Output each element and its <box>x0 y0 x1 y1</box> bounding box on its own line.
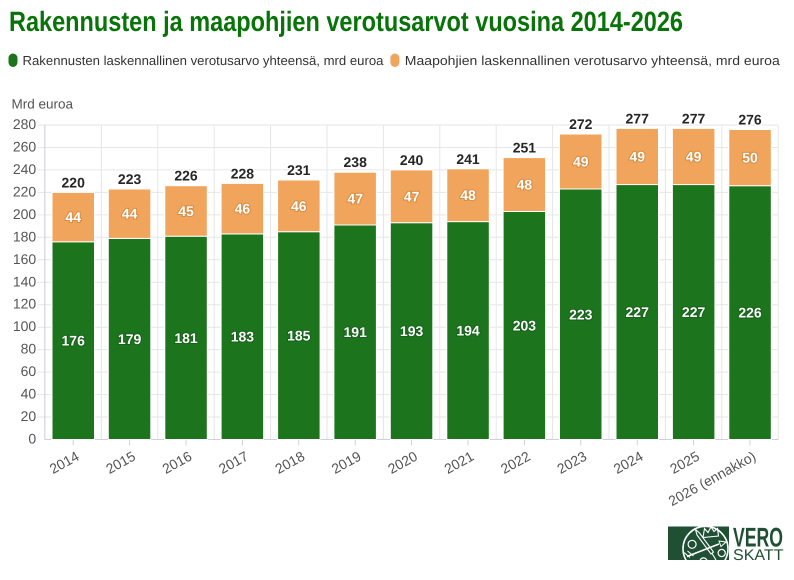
svg-text:223: 223 <box>118 171 142 187</box>
svg-text:223: 223 <box>569 306 593 322</box>
svg-text:Maapohjien laskennallinen vero: Maapohjien laskennallinen verotusarvo yh… <box>405 53 781 68</box>
svg-text:251: 251 <box>513 140 537 156</box>
svg-text:220: 220 <box>13 183 37 199</box>
svg-text:SKATT: SKATT <box>733 547 784 564</box>
svg-text:260: 260 <box>13 139 37 155</box>
svg-text:231: 231 <box>287 162 311 178</box>
svg-text:226: 226 <box>174 168 198 184</box>
svg-text:47: 47 <box>404 188 420 204</box>
svg-text:180: 180 <box>13 228 37 244</box>
svg-text:60: 60 <box>21 363 37 379</box>
svg-text:241: 241 <box>456 151 480 167</box>
svg-text:49: 49 <box>573 154 589 170</box>
svg-text:240: 240 <box>400 152 424 168</box>
svg-text:194: 194 <box>456 323 480 339</box>
svg-text:240: 240 <box>13 161 37 177</box>
svg-text:276: 276 <box>738 112 762 128</box>
svg-text:100: 100 <box>13 318 37 334</box>
svg-text:48: 48 <box>460 187 476 203</box>
svg-text:277: 277 <box>626 110 650 126</box>
svg-text:Rakennusten laskennallinen ver: Rakennusten laskennallinen verotusarvo y… <box>23 53 385 68</box>
svg-text:220: 220 <box>62 174 86 190</box>
svg-text:176: 176 <box>62 333 86 349</box>
svg-text:183: 183 <box>231 329 255 345</box>
svg-text:238: 238 <box>344 154 368 170</box>
svg-text:185: 185 <box>287 328 311 344</box>
svg-text:228: 228 <box>231 165 255 181</box>
svg-text:45: 45 <box>178 203 194 219</box>
svg-text:47: 47 <box>347 191 363 207</box>
svg-text:227: 227 <box>626 304 650 320</box>
svg-text:0: 0 <box>28 431 36 447</box>
svg-text:20: 20 <box>21 408 37 424</box>
svg-text:44: 44 <box>122 206 138 222</box>
svg-text:VERO: VERO <box>733 523 783 553</box>
svg-text:227: 227 <box>682 304 706 320</box>
svg-text:191: 191 <box>344 324 368 340</box>
svg-text:272: 272 <box>569 116 593 132</box>
svg-text:46: 46 <box>235 201 251 217</box>
svg-text:193: 193 <box>400 323 424 339</box>
svg-text:Rakennusten ja maapohjien vero: Rakennusten ja maapohjien verotusarvot v… <box>9 6 683 37</box>
svg-text:80: 80 <box>21 341 37 357</box>
svg-text:40: 40 <box>21 386 37 402</box>
svg-text:49: 49 <box>686 149 702 165</box>
svg-text:179: 179 <box>118 331 142 347</box>
svg-text:277: 277 <box>682 110 706 126</box>
svg-text:48: 48 <box>517 177 533 193</box>
svg-text:200: 200 <box>13 206 37 222</box>
svg-text:Mrd euroa: Mrd euroa <box>12 96 74 111</box>
svg-text:46: 46 <box>291 198 307 214</box>
svg-text:120: 120 <box>13 296 37 312</box>
svg-text:203: 203 <box>513 318 537 334</box>
svg-text:44: 44 <box>65 209 81 225</box>
svg-text:160: 160 <box>13 251 37 267</box>
svg-text:181: 181 <box>174 330 198 346</box>
svg-text:140: 140 <box>13 273 37 289</box>
svg-text:49: 49 <box>629 149 645 165</box>
svg-text:280: 280 <box>13 116 37 132</box>
svg-text:226: 226 <box>738 305 762 321</box>
svg-text:50: 50 <box>742 150 758 166</box>
